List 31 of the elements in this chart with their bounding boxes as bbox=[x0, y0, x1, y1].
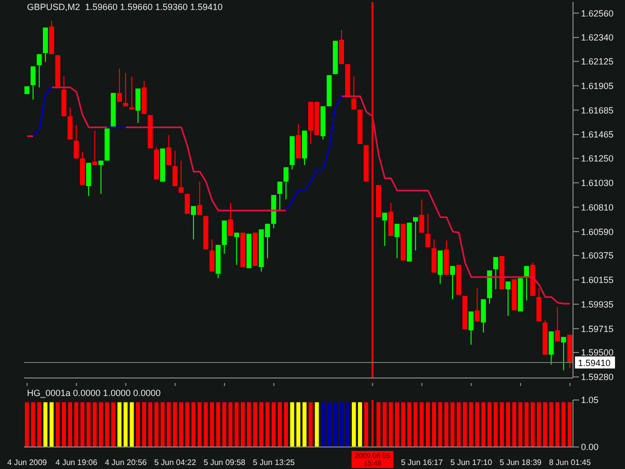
y-tick-label: 1.60590 bbox=[581, 226, 614, 237]
y-tick-label: 1.61465 bbox=[581, 130, 614, 140]
y-tick-label: 1.60155 bbox=[581, 275, 614, 286]
x-tick-label: 5 Jun 18:39 bbox=[500, 458, 542, 467]
y-tick-label: 1.05 bbox=[581, 395, 599, 406]
y-tick-label: 1.59715 bbox=[581, 324, 614, 334]
x-tick-label: 4 Jun 19:06 bbox=[56, 458, 98, 467]
y-tick-label: 1.62340 bbox=[581, 32, 614, 43]
y-tick-label: 1.60810 bbox=[581, 202, 614, 212]
y-tick-label: 1.59500 bbox=[581, 348, 614, 358]
y-tick-label: 1.60375 bbox=[581, 250, 614, 261]
x-tick-label: 5 Jun 13:25 bbox=[252, 458, 296, 467]
x-tick-label: 4 Jun 20:56 bbox=[104, 458, 148, 467]
x-tick-label: 5 Jun 16:17 bbox=[400, 458, 444, 467]
chart-title: HG_0001a 0.0000 1.0000 0.0000 bbox=[27, 388, 161, 398]
y-tick-label: 1.59280 bbox=[581, 372, 614, 382]
y-tick-label: 0.00 bbox=[581, 442, 599, 452]
x-tick-label: 5 Jun 09:58 bbox=[204, 458, 246, 467]
y-tick-label: 1.61030 bbox=[581, 178, 614, 188]
y-tick-label: 1.62560 bbox=[581, 8, 614, 18]
x-tick-label: 5 Jun 04:22 bbox=[154, 458, 197, 467]
x-tick-label: 5 Jun 17:10 bbox=[450, 458, 493, 467]
y-tick-label: 1.61905 bbox=[581, 80, 614, 91]
y-tick-label: 1.59935 bbox=[581, 299, 614, 310]
y-tick-label: 1.61250 bbox=[581, 154, 614, 164]
x-tick-label: 8 Jun 01:45 bbox=[549, 458, 592, 467]
y-tick-label: 1.62125 bbox=[581, 56, 614, 67]
x-tick-label: 4 Jun 2009 bbox=[7, 458, 48, 467]
y-tick-label: 1.61685 bbox=[581, 105, 614, 116]
ref-line-label: 1.59410 bbox=[578, 358, 611, 368]
chart-title: GBPUSD,M2 1.59660 1.59660 1.59360 1.59410 bbox=[27, 2, 223, 12]
